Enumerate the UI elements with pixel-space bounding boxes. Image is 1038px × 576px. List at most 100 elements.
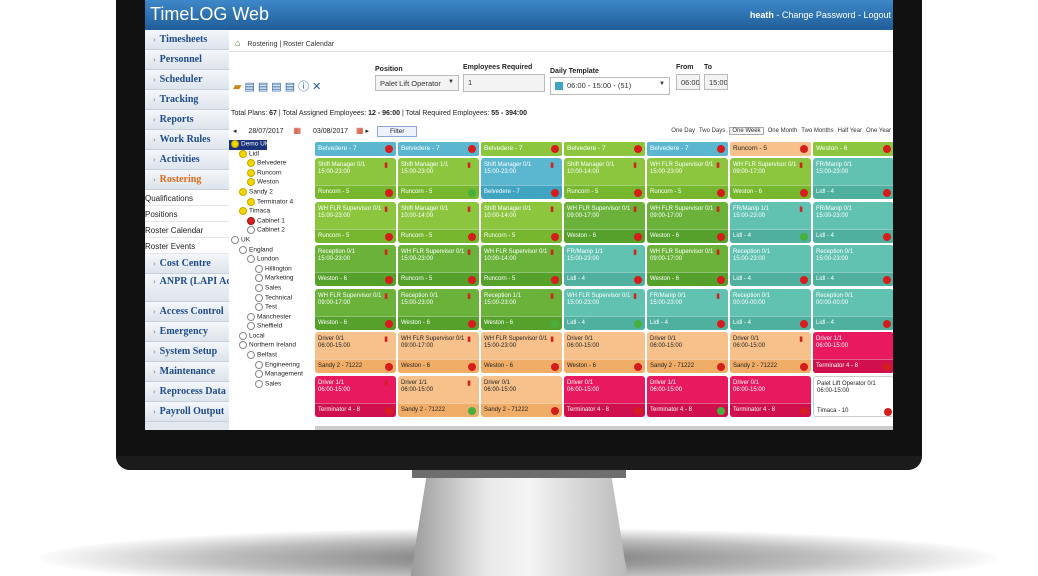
calendar-icon[interactable]: ▦ xyxy=(355,126,364,135)
delete-icon[interactable]: ▮ xyxy=(716,205,720,213)
shift-card[interactable]: Reception 0/1 00:00-00:00 Lidl - 4 xyxy=(730,288,811,330)
shift-card[interactable]: Reception 0/1 15:00-23:00 ▮ Weston - 6 xyxy=(315,245,396,286)
delete-icon[interactable]: ▮ xyxy=(384,292,388,300)
shift-card[interactable]: Driver 1/1 06:00-15:00 ▮ Terminator 4 - 8 xyxy=(315,375,396,417)
shift-card[interactable]: Shift Manager 0/1 10:00-14:00 ▮ Runcorn - 5 xyxy=(481,201,562,243)
delete-icon[interactable]: ▮ xyxy=(467,249,471,256)
sidebar-item-cost-centre[interactable]: › Cost Centre xyxy=(145,254,229,274)
shift-card[interactable]: Driver 0/1 06:00-15:00 Weston - 6 xyxy=(564,332,645,373)
shift-card[interactable]: FR/Manip 1/1 15:00-23:00 ▮ Lidl - 4 xyxy=(564,245,645,286)
shift-card[interactable]: WH FLR Supervisor 0/1 09:00-17:00 ▮ Weston … xyxy=(398,332,479,373)
shift-card[interactable]: WH FLR Supervisor 0/1 10:00-14:00 ▮ Runcorn… xyxy=(481,245,562,286)
delete-icon[interactable]: ▮ xyxy=(550,162,554,169)
tree-node[interactable]: Timaca xyxy=(229,207,315,217)
delete-icon[interactable]: ▮ xyxy=(384,336,388,343)
sidebar-item-system-setup[interactable]: › System Setup xyxy=(145,342,229,362)
copy-icon[interactable]: ▤ xyxy=(244,81,258,93)
shift-card[interactable]: Reception 0/1 15:00-23:00 ▮ Weston - 6 xyxy=(398,288,479,330)
shift-card[interactable]: Driver 1/1 06:00-15:00 ▮ Sandy 2 - 71222 xyxy=(398,375,479,417)
tree-node[interactable]: Hillington xyxy=(229,264,315,275)
shift-card[interactable]: Driver 0/1 06:00-15:00 Sandy 2 - 71222 xyxy=(481,375,562,417)
delete-icon[interactable]: ▮ xyxy=(550,292,554,300)
info-icon[interactable]: ⓘ xyxy=(298,81,313,93)
delete-icon[interactable]: ▮ xyxy=(467,162,471,169)
view-option-half-year[interactable]: Half Year xyxy=(837,128,862,134)
shift-card[interactable]: FR/Manip 0/1 15:00-23:00 Lidl - 4 xyxy=(813,158,893,199)
delete-icon[interactable]: ▮ xyxy=(799,162,803,169)
calendar-icon[interactable]: ▦ xyxy=(293,126,302,135)
delete-icon[interactable]: ▮ xyxy=(633,162,637,169)
sidebar-item-rostering[interactable]: › Rostering xyxy=(145,170,229,190)
tree-node[interactable]: Marketing xyxy=(229,274,315,284)
tree-node[interactable]: Sandy 2 xyxy=(229,187,315,198)
shift-card[interactable]: WH FLR Supervisor 0/1 15:00-23:00 ▮ Runcorn… xyxy=(647,158,728,199)
delete-icon[interactable]: ▮ xyxy=(716,292,720,300)
tree-node[interactable]: Runcorn xyxy=(229,168,315,179)
filter-button[interactable]: Filter xyxy=(376,126,418,137)
delete-icon[interactable]: ▮ xyxy=(467,205,471,213)
breadcrumb-rostering[interactable]: Rostering xyxy=(247,41,278,48)
view-option-one-month[interactable]: One Month xyxy=(767,128,798,134)
shift-card[interactable]: WH FLR Supervisor 0/1 09:00-17:00 ▮ Weston … xyxy=(647,201,728,243)
view-option-one-year[interactable]: One Year xyxy=(865,128,891,134)
tree-node[interactable]: Lidl xyxy=(229,149,315,160)
copy-week-icon[interactable]: ▤ xyxy=(271,81,285,93)
shift-card[interactable]: Driver 1/1 06:00-15:00 Terminator 4 - 8 xyxy=(813,332,893,373)
shift-card[interactable]: Reception 1/1 15:00-23:00 ▮ Weston - 6 xyxy=(481,288,562,330)
shift-card[interactable]: WH FLR Supervisor 0/1 09:00-17:00 ▮ Weston … xyxy=(315,288,396,330)
delete-icon[interactable]: ▮ xyxy=(384,162,388,169)
delete-icon[interactable]: ▮ xyxy=(716,162,720,169)
sidebar-item-personnel[interactable]: › Personnel xyxy=(145,50,229,70)
employees-required-input[interactable]: 1 xyxy=(463,74,545,92)
day-header[interactable]: Belvedere - 7 xyxy=(398,142,479,156)
shift-card[interactable]: Shift Manager 0/1 15:00-23:00 ▮ Runcorn - 5 xyxy=(315,158,396,199)
delete-icon[interactable]: ▮ xyxy=(633,249,637,256)
tree-node[interactable]: Technical xyxy=(229,293,315,304)
tree-node[interactable]: Terminator 4 xyxy=(229,197,315,208)
shift-card[interactable]: Driver 0/1 06:00-15:00 Terminator 4 - 8 xyxy=(730,375,811,417)
tree-node[interactable]: Local xyxy=(229,331,315,342)
view-option-two-days[interactable]: Two Days xyxy=(698,128,726,134)
sidebar-subitem-positions[interactable]: Positions xyxy=(145,206,229,222)
end-date[interactable]: 03/08/2017 xyxy=(312,128,349,135)
shift-card[interactable]: FR/Manip 0/1 15:00-23:00 Lidl - 4 xyxy=(813,201,893,243)
delete-icon[interactable]: ▮ xyxy=(716,249,720,256)
delete-icon[interactable]: ▮ xyxy=(550,205,554,213)
sidebar-item-payroll-output[interactable]: › Payroll Output xyxy=(145,402,229,422)
shift-card[interactable]: Driver 0/1 06:00-15:00 Sandy 2 - 71222 xyxy=(647,332,728,373)
sidebar-item-work-rules[interactable]: › Work Rules xyxy=(145,130,229,150)
paste-icon[interactable]: ▤ xyxy=(257,81,272,93)
shift-card[interactable]: FR/Manip 0/1 15:00-23:00 ▮ Lidl - 4 xyxy=(647,288,728,330)
delete-icon[interactable]: ▮ xyxy=(550,249,554,256)
tree-node[interactable]: Manchester xyxy=(229,312,315,323)
delete-icon[interactable]: ▮ xyxy=(467,379,471,387)
day-header[interactable]: Belvedere - 7 xyxy=(647,142,728,156)
sidebar-item-reprocess-data[interactable]: › Reprocess Data xyxy=(145,382,229,402)
tree-node[interactable]: Belfast xyxy=(229,351,315,361)
sidebar-subitem-roster-events[interactable]: Roster Events xyxy=(145,238,229,254)
day-header[interactable]: Belvedere - 7 xyxy=(564,142,645,156)
start-date[interactable]: 28/07/2017 xyxy=(248,128,284,135)
shift-card[interactable]: Shift Manager 0/1 15:00-23:00 ▮ Belvedere -… xyxy=(481,158,562,199)
delete-icon[interactable]: ▮ xyxy=(467,336,471,343)
tree-node[interactable]: UK xyxy=(229,235,315,246)
delete-icon[interactable]: ▮ xyxy=(633,205,637,213)
shift-card[interactable]: Reception 0/1 15:00-23:00 Lidl - 4 xyxy=(730,245,811,286)
daily-template-select[interactable]: 06:00 - 15:00 - (51) ▼ xyxy=(550,77,670,95)
view-option-one-day[interactable]: One Day xyxy=(671,128,695,134)
shift-card[interactable]: Driver 0/1 06:00-15:00 ▮ Sandy 2 - 71222 xyxy=(315,332,396,373)
day-header[interactable]: Belvedere - 7 xyxy=(315,142,396,156)
tree-node[interactable]: England xyxy=(229,245,315,256)
tree-node[interactable]: London xyxy=(229,255,315,265)
shift-card[interactable]: Reception 0/1 15:00-23:00 Lidl - 4 xyxy=(813,245,893,286)
prev-arrow-icon[interactable]: ◂ xyxy=(233,128,237,135)
delete-icon[interactable]: ▮ xyxy=(467,292,471,300)
tools-icon[interactable]: ✕ xyxy=(312,81,325,93)
open-folder-icon[interactable]: ▰ xyxy=(233,81,245,93)
delete-icon[interactable]: ▮ xyxy=(799,205,803,213)
shift-card[interactable]: WH FLR Supervisor 0/1 09:00-17:00 ▮ Weston … xyxy=(730,158,811,199)
shift-card[interactable]: Driver 0/1 06:00-15:00 ▮ Sandy 2 - 71222 xyxy=(730,332,811,373)
view-option-one-week[interactable]: One Week xyxy=(729,127,764,135)
sidebar-item-tracking[interactable]: › Tracking xyxy=(145,90,229,110)
shift-card[interactable]: Driver 1/1 06:00-15:00 Terminator 4 - 8 xyxy=(647,375,728,417)
